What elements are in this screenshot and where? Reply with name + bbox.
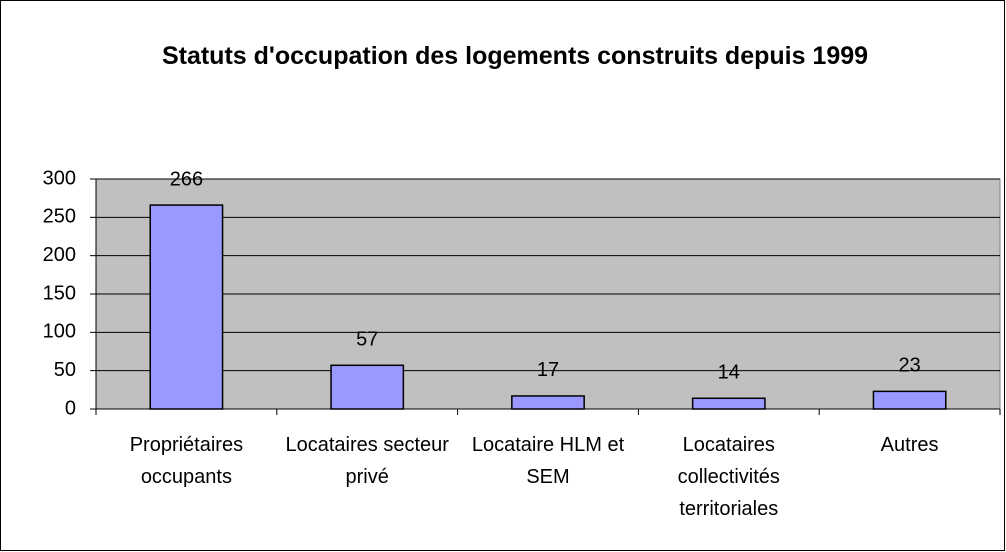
- y-tick-label: 300: [43, 167, 76, 189]
- y-tick-label: 100: [43, 321, 76, 343]
- y-tick-label: 150: [43, 282, 76, 304]
- data-label: 17: [537, 359, 559, 381]
- bar: [149, 204, 224, 410]
- bar: [872, 390, 947, 410]
- x-tick-label: Locataires collectivités territoriales: [677, 434, 780, 520]
- data-label: 14: [718, 362, 740, 384]
- data-label: 266: [170, 168, 203, 190]
- y-tick-label: 0: [65, 397, 76, 419]
- x-tick-label: Propriétaires occupants: [129, 434, 244, 488]
- bar: [691, 397, 766, 410]
- y-tick-label: 200: [43, 244, 76, 266]
- x-label-box: Locataires collectivités territoriales: [677, 434, 780, 520]
- x-label-box: Locataire HLM et SEM: [471, 434, 625, 488]
- x-tick-label: Autres: [880, 434, 939, 456]
- x-label-box: Propriétaires occupants: [129, 434, 244, 488]
- bar: [330, 364, 405, 410]
- data-label: 23: [898, 355, 920, 377]
- x-label-box: Locataires secteur privé: [285, 434, 449, 488]
- title-box: Statuts d'occupation des logements const…: [161, 42, 869, 70]
- x-tick-label: Locataires secteur privé: [285, 434, 449, 488]
- x-tick-label: Locataire HLM et SEM: [471, 434, 625, 488]
- data-label: 57: [356, 329, 378, 351]
- bar: [511, 395, 585, 410]
- y-tick-label: 50: [54, 359, 76, 381]
- y-tick-label: 250: [43, 206, 76, 228]
- x-label-box: Autres: [880, 434, 939, 456]
- chart-title: Statuts d'occupation des logements const…: [161, 42, 869, 70]
